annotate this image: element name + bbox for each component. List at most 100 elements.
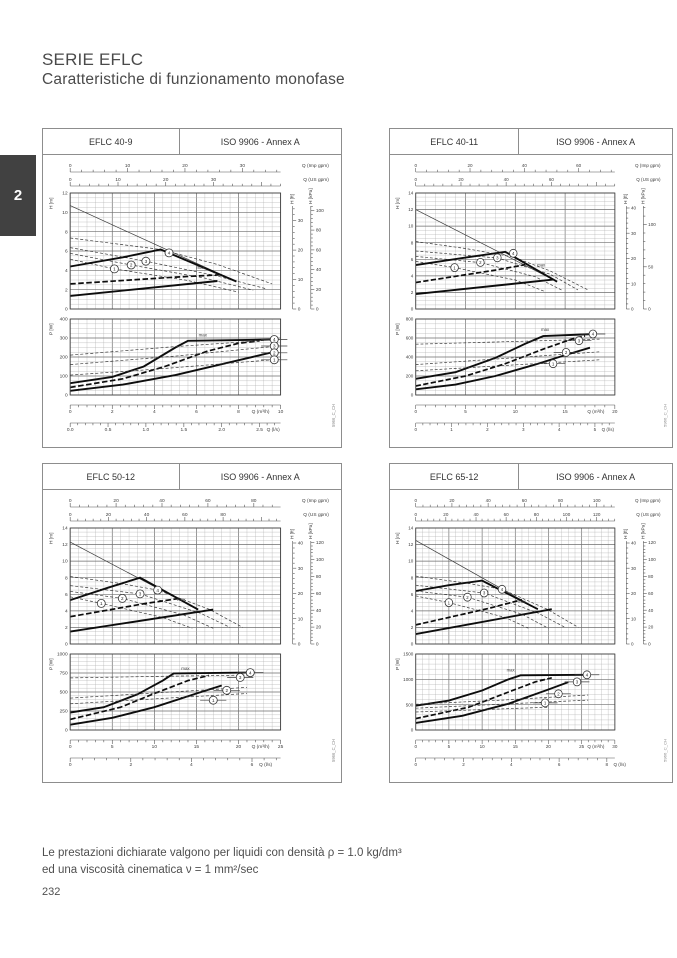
svg-text:15: 15: [513, 744, 518, 749]
svg-text:5966_C_CH: 5966_C_CH: [662, 404, 667, 427]
pump-curves-svg: 0 10 20 30 Q (Imp gpm)0 10 20 30 Q (US gpm)02468…: [49, 163, 336, 433]
svg-text:Q (l/s): Q (l/s): [602, 427, 615, 432]
svg-text:0: 0: [414, 498, 417, 503]
svg-text:1: 1: [212, 698, 215, 703]
svg-text:6: 6: [195, 409, 198, 415]
svg-text:20: 20: [106, 512, 112, 518]
svg-text:60: 60: [522, 498, 527, 503]
svg-text:20: 20: [631, 591, 636, 596]
svg-text:Q (m³/h): Q (m³/h): [252, 744, 270, 750]
svg-text:2: 2: [273, 351, 276, 356]
svg-text:0: 0: [316, 642, 319, 648]
page-subtitle: Caratteristiche di funzionamento monofas…: [42, 71, 345, 88]
section-tab: 2: [0, 155, 36, 236]
pump-model-label: EFLC 65-12: [390, 464, 520, 489]
svg-text:2: 2: [557, 691, 560, 696]
svg-text:4: 4: [153, 409, 156, 415]
svg-text:60: 60: [549, 177, 554, 182]
svg-text:12: 12: [62, 191, 68, 197]
svg-text:30: 30: [298, 218, 304, 224]
page-title: SERIE EFLC: [42, 50, 144, 69]
pump-performance-chart: 0 10 20 30 Q (Imp gpm) 0 10 20 30 Q (US gpm) 0 2 4 6 8…: [43, 155, 341, 448]
svg-text:Q (US gpm): Q (US gpm): [636, 512, 661, 517]
svg-text:30: 30: [211, 177, 217, 183]
svg-text:Q (Imp gpm): Q (Imp gpm): [302, 498, 329, 504]
svg-text:3: 3: [273, 344, 276, 349]
svg-text:600: 600: [406, 336, 414, 341]
svg-text:12: 12: [408, 542, 413, 547]
svg-text:max: max: [541, 327, 550, 332]
svg-text:1: 1: [113, 267, 116, 272]
svg-text:4: 4: [411, 608, 414, 613]
svg-text:max: max: [196, 265, 205, 270]
svg-text:5: 5: [448, 744, 451, 749]
svg-text:H [m]: H [m]: [49, 198, 55, 209]
svg-text:60: 60: [504, 512, 509, 517]
svg-text:20: 20: [443, 512, 448, 517]
svg-text:2: 2: [466, 595, 469, 600]
svg-text:4: 4: [411, 273, 414, 278]
svg-text:100: 100: [593, 498, 601, 503]
svg-text:Q (l/s): Q (l/s): [267, 427, 281, 433]
svg-text:1: 1: [273, 358, 276, 363]
svg-text:120: 120: [316, 540, 324, 546]
svg-text:10: 10: [115, 177, 121, 183]
svg-text:Q (US gpm): Q (US gpm): [303, 177, 329, 183]
pump-model-label: EFLC 40-11: [390, 129, 520, 154]
svg-text:20: 20: [458, 177, 463, 182]
chart-panel-header: EFLC 40-11 ISO 9906 - Annex A: [390, 129, 672, 155]
page-number: 232: [42, 886, 61, 898]
svg-text:0: 0: [69, 762, 72, 768]
svg-text:Q (m³/h): Q (m³/h): [587, 409, 604, 414]
svg-text:8: 8: [65, 229, 68, 235]
svg-text:P [W]: P [W]: [49, 658, 55, 670]
svg-text:2.0: 2.0: [218, 427, 225, 433]
svg-text:10: 10: [152, 744, 158, 750]
svg-text:8: 8: [411, 240, 414, 245]
svg-text:2: 2: [486, 427, 489, 432]
svg-text:Q (Imp gpm): Q (Imp gpm): [635, 163, 661, 168]
svg-text:0: 0: [648, 307, 651, 312]
svg-text:50: 50: [648, 264, 653, 269]
svg-text:80: 80: [316, 574, 322, 580]
svg-text:H [ft]: H [ft]: [290, 529, 296, 539]
svg-text:14: 14: [62, 526, 68, 532]
svg-text:60: 60: [205, 498, 211, 504]
svg-text:400: 400: [60, 317, 68, 323]
svg-text:P [W]: P [W]: [395, 658, 400, 670]
svg-text:8: 8: [65, 575, 68, 581]
svg-text:80: 80: [251, 498, 257, 504]
svg-text:8: 8: [606, 762, 609, 767]
svg-text:10: 10: [408, 559, 413, 564]
svg-text:Q (Imp gpm): Q (Imp gpm): [635, 498, 661, 503]
svg-text:1: 1: [453, 265, 456, 270]
svg-text:10: 10: [298, 277, 304, 283]
svg-text:4: 4: [501, 587, 504, 592]
svg-text:H [ft]: H [ft]: [623, 529, 628, 539]
svg-text:Q (US gpm): Q (US gpm): [303, 512, 329, 518]
svg-text:2: 2: [121, 596, 124, 601]
svg-text:4: 4: [558, 427, 561, 432]
svg-text:3: 3: [139, 592, 142, 597]
svg-text:500: 500: [60, 690, 68, 696]
svg-text:30: 30: [631, 231, 636, 236]
chart-panel-header: EFLC 50-12 ISO 9906 - Annex A: [43, 464, 341, 490]
svg-text:40: 40: [298, 541, 304, 547]
svg-text:4: 4: [190, 762, 193, 768]
svg-text:10: 10: [631, 281, 636, 286]
svg-text:60: 60: [316, 591, 322, 597]
svg-text:1: 1: [450, 427, 453, 432]
svg-text:100: 100: [316, 208, 324, 214]
svg-text:2: 2: [225, 688, 228, 693]
svg-text:Q (l/s): Q (l/s): [259, 762, 273, 768]
svg-text:20: 20: [316, 287, 322, 293]
pump-performance-chart: 0 20 40 60 Q (Imp gpm) 0 20 40 60 Q (US gpm) 0 2 4 6 8…: [390, 155, 672, 448]
svg-text:1: 1: [552, 361, 555, 366]
svg-text:30: 30: [631, 566, 636, 571]
svg-text:100: 100: [648, 557, 656, 562]
svg-text:1: 1: [544, 701, 547, 706]
svg-text:max: max: [177, 597, 186, 602]
svg-text:5: 5: [594, 427, 597, 432]
svg-text:10: 10: [631, 616, 636, 621]
svg-text:P [W]: P [W]: [49, 323, 55, 335]
